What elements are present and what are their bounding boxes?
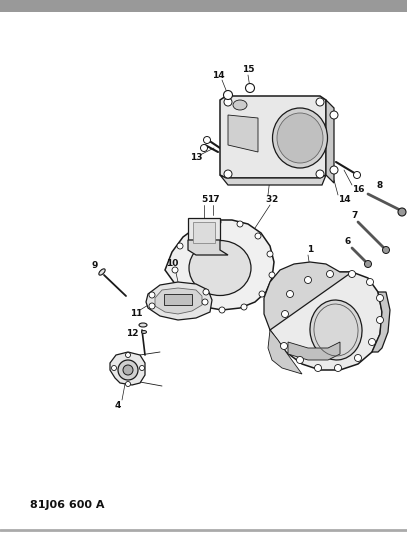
Text: 14: 14 [212,70,224,79]
Circle shape [112,366,116,370]
Circle shape [398,208,406,216]
Circle shape [326,271,333,278]
Polygon shape [110,352,145,385]
Text: 9: 9 [92,261,98,270]
Ellipse shape [277,113,323,163]
Text: 15: 15 [242,66,254,75]
Text: 7: 7 [352,212,358,221]
Ellipse shape [233,100,247,110]
Circle shape [237,221,243,227]
Text: 16: 16 [352,185,364,195]
Polygon shape [268,330,302,374]
Circle shape [383,246,389,254]
Circle shape [211,223,215,227]
Ellipse shape [310,300,362,360]
Circle shape [335,365,341,372]
Text: 3: 3 [265,196,271,205]
Ellipse shape [99,269,105,275]
Polygon shape [288,342,340,360]
Circle shape [304,277,311,284]
Polygon shape [188,240,228,255]
Circle shape [177,243,183,249]
Polygon shape [193,222,215,243]
Circle shape [316,98,324,106]
Polygon shape [372,292,390,352]
Polygon shape [188,218,220,240]
Polygon shape [264,262,352,330]
Ellipse shape [142,330,147,334]
Circle shape [193,226,199,232]
Text: 17: 17 [207,196,219,205]
Text: 11: 11 [130,309,142,318]
Circle shape [315,365,322,372]
Circle shape [316,170,324,178]
Circle shape [282,311,289,318]
Polygon shape [326,100,334,183]
Circle shape [149,303,155,309]
Circle shape [125,382,131,386]
Text: 2: 2 [271,196,277,205]
Circle shape [118,360,138,380]
Circle shape [348,271,355,278]
Circle shape [368,338,376,345]
Text: 4: 4 [115,400,121,409]
Text: 6: 6 [345,238,351,246]
Circle shape [224,98,232,106]
Circle shape [202,299,208,305]
Circle shape [330,166,338,174]
Circle shape [366,279,374,286]
Polygon shape [228,115,258,152]
Text: 1: 1 [307,246,313,254]
Circle shape [269,272,275,278]
Circle shape [149,292,155,298]
Circle shape [255,233,261,239]
Circle shape [245,84,254,93]
Circle shape [123,365,133,375]
Polygon shape [270,272,382,370]
Circle shape [204,136,210,143]
Text: 14: 14 [338,196,350,205]
Circle shape [203,289,209,295]
Ellipse shape [189,240,251,295]
Text: 13: 13 [190,154,202,163]
Circle shape [280,343,287,350]
Circle shape [354,172,361,179]
Polygon shape [165,220,274,310]
Circle shape [287,290,293,297]
Bar [0,0,407,12]
Circle shape [365,261,372,268]
Polygon shape [220,175,326,185]
Text: 5: 5 [201,196,207,205]
Text: 10: 10 [166,259,178,268]
Circle shape [330,111,338,119]
Circle shape [297,357,304,364]
Circle shape [376,317,383,324]
Polygon shape [220,96,326,178]
Circle shape [223,91,232,100]
Text: 12: 12 [126,328,138,337]
Circle shape [172,267,178,273]
Circle shape [241,304,247,310]
Ellipse shape [139,323,147,327]
Circle shape [354,354,361,361]
Polygon shape [155,288,202,314]
Circle shape [259,291,265,297]
Circle shape [376,295,383,302]
Circle shape [215,219,221,225]
Text: 81J06 600 A: 81J06 600 A [30,500,105,510]
Text: 8: 8 [377,181,383,190]
Ellipse shape [273,108,328,168]
Circle shape [219,307,225,313]
Circle shape [201,144,208,151]
Circle shape [125,352,131,358]
Polygon shape [146,282,212,320]
Circle shape [267,251,273,257]
Polygon shape [164,294,192,305]
Circle shape [140,366,144,370]
Circle shape [224,170,232,178]
